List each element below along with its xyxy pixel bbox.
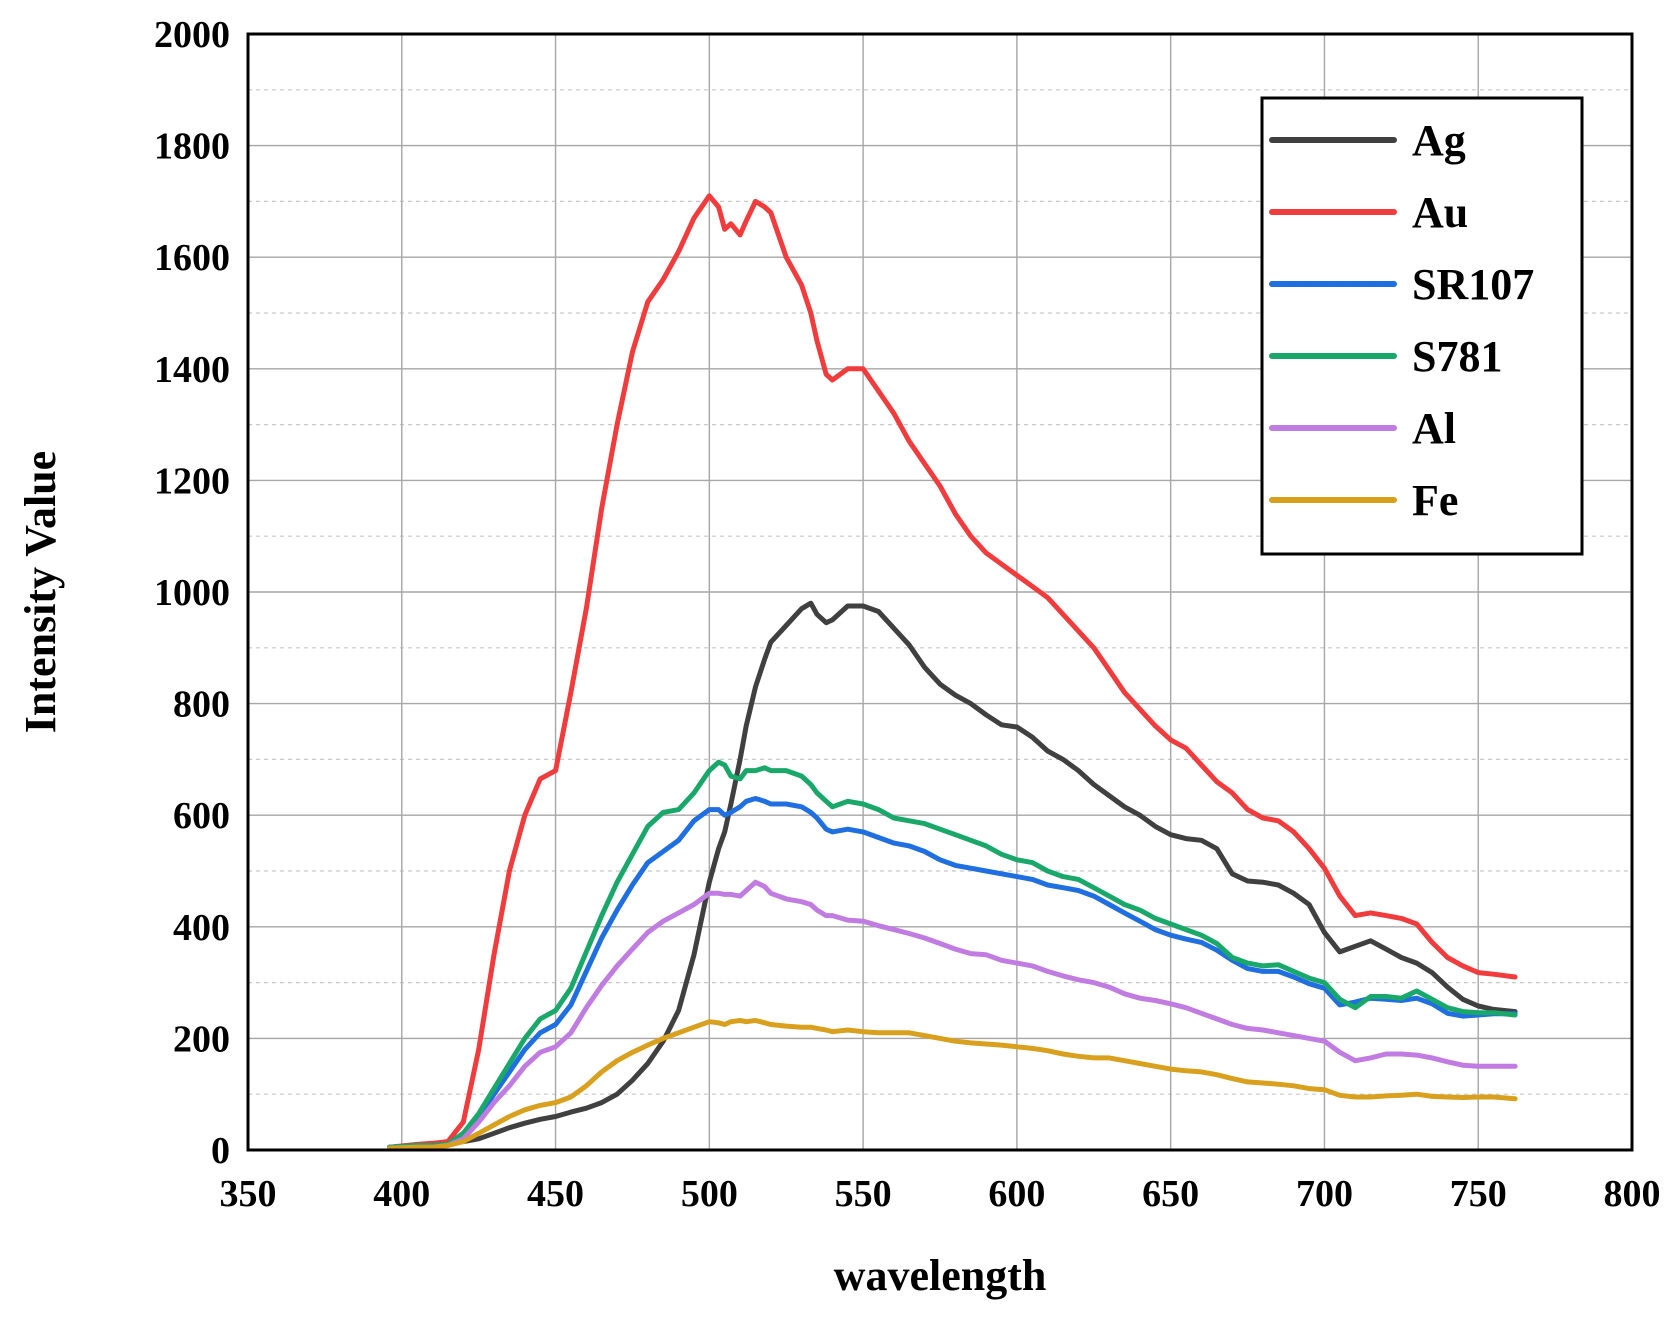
legend-label-sr107: SR107 <box>1412 260 1534 309</box>
legend-label-s781: S781 <box>1412 332 1502 381</box>
series-line-s781 <box>387 759 1518 1150</box>
plot-frame <box>246 32 1634 1152</box>
x-tick-label: 500 <box>681 1173 738 1215</box>
legend-label-ag: Ag <box>1412 116 1466 165</box>
y-tick-label: 1200 <box>154 460 230 502</box>
x-tick-label: 750 <box>1450 1173 1507 1215</box>
y-axis-ticks: 0 200 400 600 800 1000 1200 1400 1600 1800 2000 <box>154 14 230 1172</box>
y-tick-label: 200 <box>173 1018 230 1060</box>
legend-label-fe: Fe <box>1412 476 1458 525</box>
legend-label-au: Au <box>1412 188 1468 237</box>
y-tick-label: 800 <box>173 684 230 726</box>
y-tick-label: 600 <box>173 795 230 837</box>
y-tick-label: 1400 <box>154 349 230 391</box>
x-tick-label: 450 <box>527 1173 584 1215</box>
series-lines <box>387 193 1518 1151</box>
series-line-fe <box>387 1018 1518 1151</box>
series-line-al <box>387 879 1518 1151</box>
x-tick-label: 800 <box>1604 1173 1661 1215</box>
series-line-sr107 <box>387 796 1518 1150</box>
x-tick-label: 400 <box>373 1173 430 1215</box>
series-line-au <box>387 193 1518 1150</box>
y-tick-label: 1600 <box>154 237 230 279</box>
y-tick-label: 1000 <box>154 572 230 614</box>
y-tick-label: 400 <box>173 907 230 949</box>
x-tick-label: 550 <box>835 1173 892 1215</box>
legend: Ag Au SR107 S781 Al Fe <box>1260 96 1584 556</box>
legend-label-al: Al <box>1412 404 1456 453</box>
x-tick-label: 600 <box>988 1173 1045 1215</box>
legend-box <box>1260 96 1584 556</box>
y-axis-title: Intensity Value <box>16 451 65 733</box>
x-axis-ticks: 350 400 450 500 550 600 650 700 750 800 <box>220 1173 1661 1215</box>
y-tick-label: 2000 <box>154 14 230 56</box>
y-tick-label: 1800 <box>154 126 230 168</box>
x-tick-label: 650 <box>1142 1173 1199 1215</box>
x-tick-label: 350 <box>220 1173 277 1215</box>
y-tick-label: 0 <box>211 1130 230 1172</box>
x-tick-label: 700 <box>1296 1173 1353 1215</box>
x-axis-title: wavelength <box>834 1251 1047 1300</box>
series-line-ag <box>387 600 1518 1150</box>
